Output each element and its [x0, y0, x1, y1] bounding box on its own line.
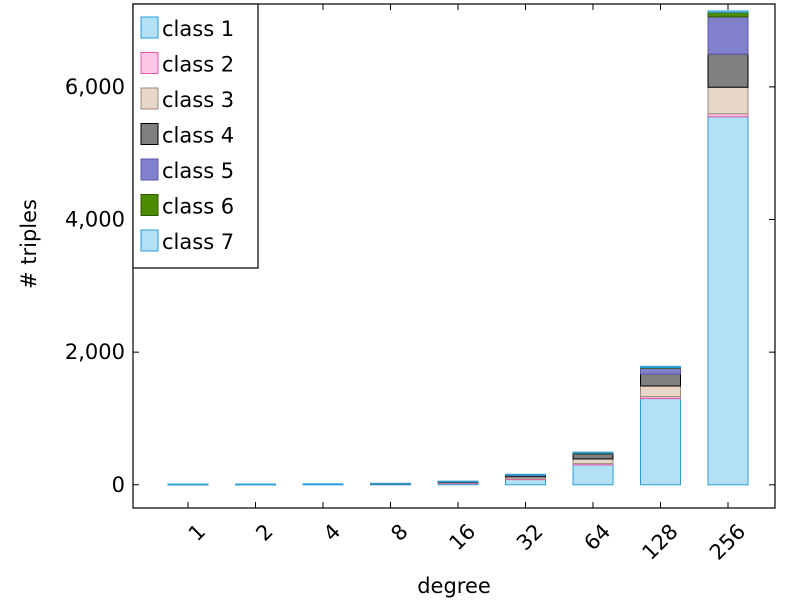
bar-class-1-128	[640, 365, 681, 368]
legend-label-class-7: class 7	[162, 230, 234, 254]
bars-group	[167, 10, 749, 486]
bar-class-7-128	[640, 398, 681, 486]
bar-class-6-256	[707, 11, 749, 18]
bar-class-3-256	[707, 86, 749, 115]
legend-swatch-class-4	[140, 123, 159, 145]
legend-swatch-class-7	[140, 229, 159, 252]
bar-class-1-2	[235, 483, 276, 486]
bar-class-3-64	[572, 458, 614, 465]
bar-class-1-32	[505, 473, 546, 476]
y-tick-label-2000: 2,000	[65, 340, 125, 364]
bar-class-7-32	[505, 478, 546, 486]
legend-swatch-class-5	[140, 158, 159, 181]
x-tick-label-16: 16	[444, 519, 480, 555]
legend-label-class-5: class 5	[162, 159, 234, 183]
y-tick-label-0: 0	[112, 473, 125, 497]
x-tick-label-8: 8	[386, 519, 412, 545]
x-tick-label-64: 64	[579, 519, 615, 555]
bar-class-7-64	[572, 464, 614, 486]
bar-class-4-64	[572, 453, 614, 460]
x-tick-label-128: 128	[637, 519, 682, 564]
legend-label-class-2: class 2	[162, 53, 234, 77]
x-tick-label-2: 2	[251, 519, 277, 545]
x-axis-title: degree	[417, 574, 491, 598]
bar-class-7-256	[707, 116, 749, 486]
y-axis-ticks: 0 2,000 4,000 6,000	[65, 75, 775, 497]
legend: class 1 class 2 class 3 class 4 class 5 class…	[132, 3, 259, 269]
legend-label-class-1: class 1	[162, 17, 234, 41]
legend-swatch-class-2	[140, 52, 159, 74]
bar-class-1-64	[572, 451, 614, 454]
legend-label-class-6: class 6	[162, 195, 234, 219]
bar-class-5-128	[640, 367, 681, 375]
bar-class-5-256	[707, 16, 749, 55]
bar-class-1-1	[167, 483, 209, 486]
bar-class-1-8	[370, 482, 411, 485]
bar-class-4-128	[640, 373, 681, 387]
legend-label-class-4: class 4	[162, 124, 234, 148]
legend-swatch-class-6	[140, 194, 159, 216]
x-tick-label-32: 32	[512, 519, 548, 555]
legend-swatch-class-1	[140, 16, 159, 39]
bar-class-1-16	[437, 480, 479, 483]
y-axis-title: # triples	[17, 199, 41, 289]
legend-swatch-class-3	[140, 87, 159, 110]
x-tick-label-1: 1	[184, 519, 210, 545]
x-tick-label-4: 4	[319, 519, 345, 545]
bar-class-1-4	[302, 483, 344, 486]
bar-class-1-256	[707, 10, 749, 13]
y-tick-label-6000: 6,000	[65, 75, 125, 99]
bar-class-3-128	[640, 385, 681, 398]
y-tick-label-4000: 4,000	[65, 208, 125, 232]
x-tick-label-256: 256	[705, 519, 750, 564]
legend-label-class-3: class 3	[162, 88, 234, 112]
bar-class-4-256	[707, 53, 749, 88]
